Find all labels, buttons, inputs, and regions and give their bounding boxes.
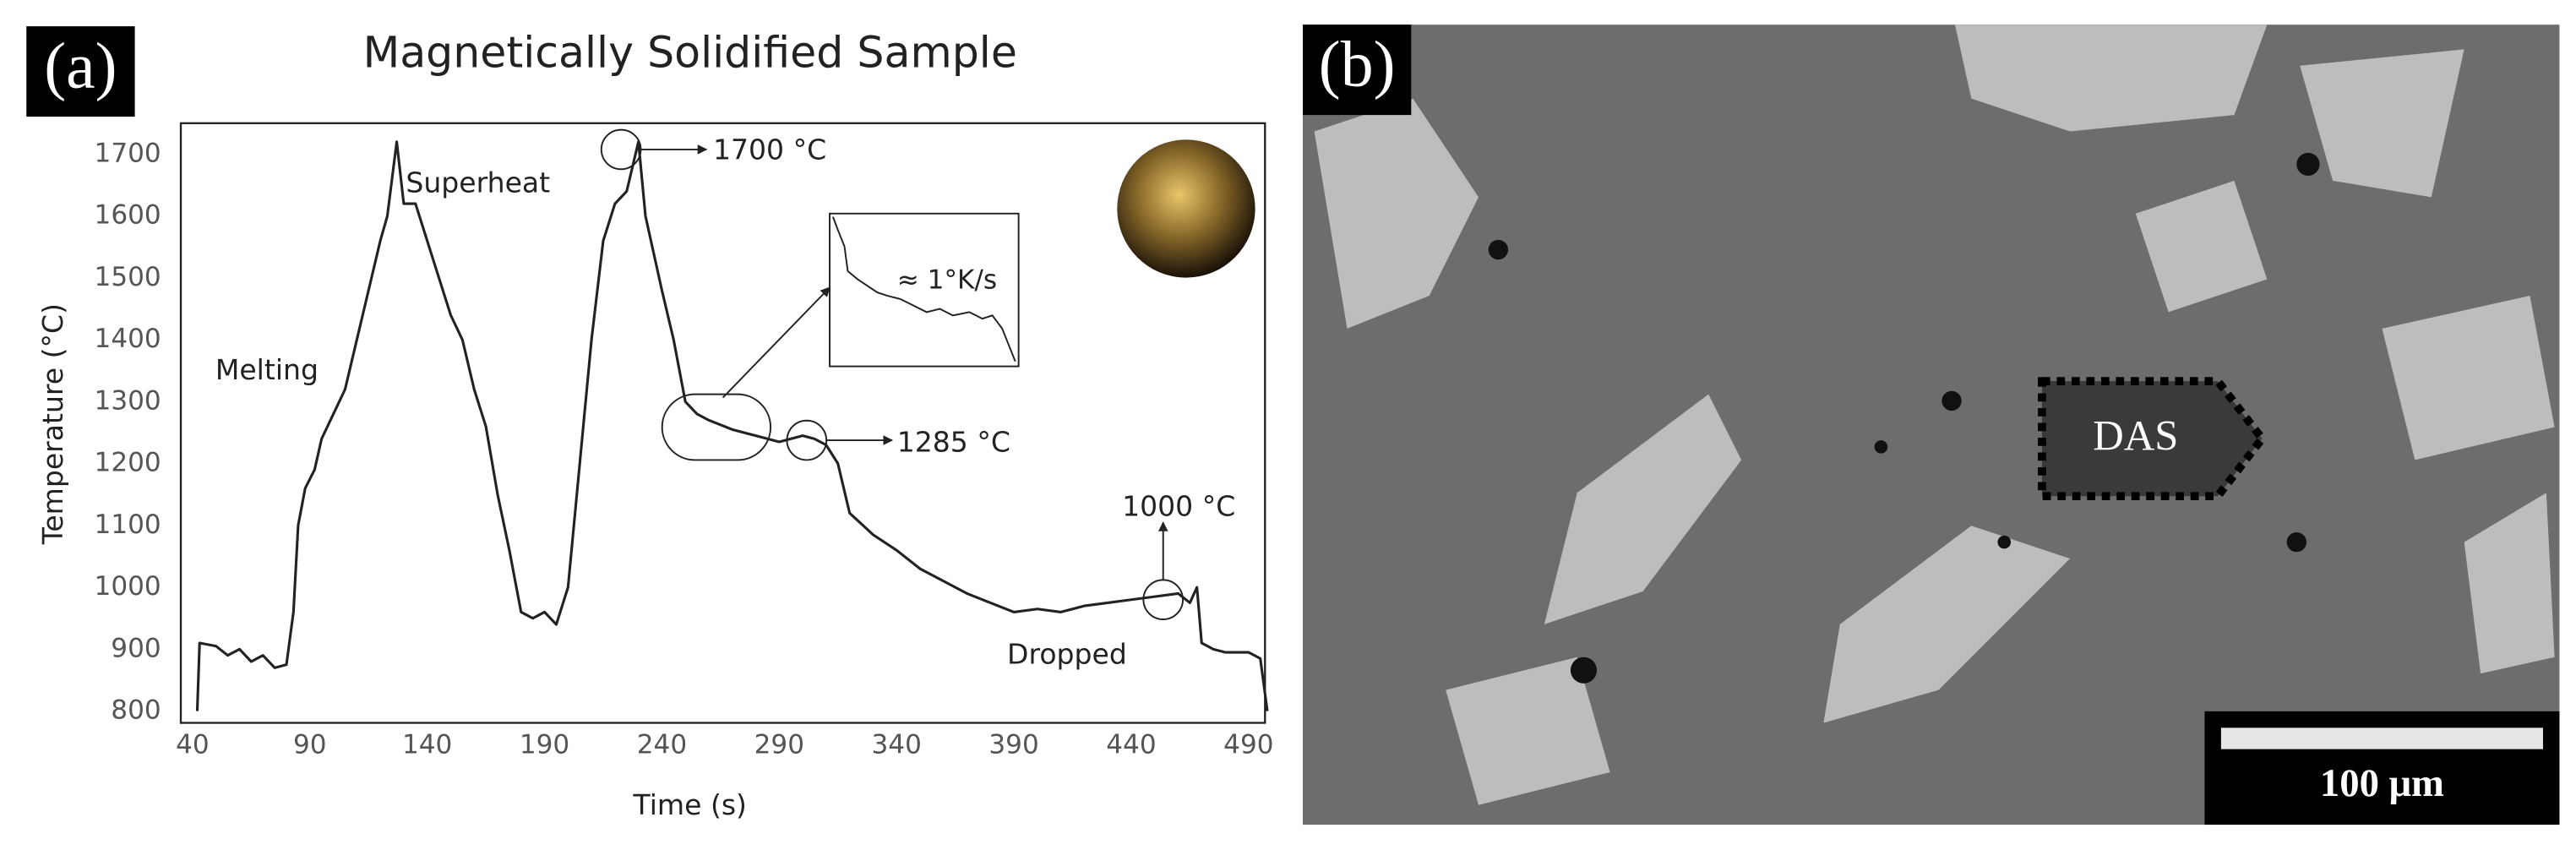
- annotation: Melting: [215, 353, 319, 386]
- highlight-circle: [786, 419, 828, 461]
- sample-photo: [1117, 139, 1255, 278]
- x-tick-label: 190: [520, 730, 569, 760]
- annotation: Dropped: [1007, 637, 1127, 670]
- x-tick-label: 290: [754, 730, 804, 760]
- panel-label: (b): [1319, 27, 1396, 100]
- arrow: [722, 286, 831, 399]
- temperature-line: [195, 140, 1269, 711]
- inset-line: [832, 216, 1016, 362]
- y-tick-label: 1400: [95, 324, 161, 354]
- inset-frame: [829, 212, 1020, 368]
- annotation: ≈ 1°K/s: [897, 264, 997, 295]
- x-tick-label: 40: [176, 730, 210, 760]
- panel-label-box: [1302, 25, 1412, 116]
- panel-label-box: [26, 26, 135, 117]
- y-tick-label: 1500: [95, 262, 161, 292]
- scale-bar: [2220, 727, 2543, 749]
- annotation: 1000 °C: [1122, 489, 1235, 522]
- highlight-ellipse: [661, 393, 772, 461]
- x-tick-label: 90: [293, 730, 327, 760]
- x-tick-label: 490: [1223, 730, 1273, 760]
- x-tick-label: 390: [988, 730, 1038, 760]
- plot-frame: [179, 122, 1266, 724]
- micrograph-texture: [1314, 25, 2555, 805]
- highlight-circle: [1142, 579, 1185, 620]
- y-tick-label: 800: [111, 695, 161, 726]
- highlight-circle: [600, 128, 642, 171]
- annotation: 1285 °C: [897, 425, 1010, 458]
- y-tick-label: 1300: [95, 385, 161, 416]
- annotation: 1700 °C: [713, 133, 826, 166]
- y-tick-label: 1700: [95, 138, 161, 168]
- x-axis-label: Time (s): [633, 788, 747, 821]
- y-axis-label: Temperature (°C): [36, 303, 69, 545]
- y-tick-label: 1000: [95, 571, 161, 602]
- x-tick-label: 340: [872, 730, 922, 760]
- x-tick-label: 440: [1106, 730, 1156, 760]
- annotation: Superheat: [406, 166, 550, 199]
- plot: 800 900 1000 1100 1200 1300 1400 1500 1600 1700 40…: [95, 138, 1274, 760]
- chart-title: Magnetically Solidified Sample: [363, 28, 1017, 78]
- panel-label: (a): [44, 29, 117, 101]
- das-arrow: [2038, 377, 2268, 501]
- y-tick-label: 1100: [95, 509, 161, 540]
- micrograph-pores: [1488, 152, 2320, 684]
- annotation: DAS: [2093, 412, 2178, 460]
- scale-bar-label: 100 μm: [2320, 761, 2444, 805]
- y-tick-label: 1200: [95, 448, 161, 478]
- y-tick-label: 1600: [95, 200, 161, 231]
- x-tick-label: 140: [402, 730, 452, 760]
- y-tick-label: 900: [111, 633, 161, 663]
- x-tick-label: 240: [637, 730, 687, 760]
